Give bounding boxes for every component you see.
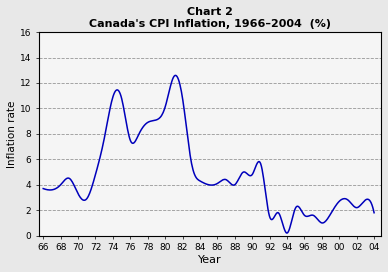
Title: Chart 2
Canada's CPI Inflation, 1966–2004  (%): Chart 2 Canada's CPI Inflation, 1966–200… (89, 7, 331, 29)
X-axis label: Year: Year (198, 255, 222, 265)
Y-axis label: Inflation rate: Inflation rate (7, 100, 17, 168)
